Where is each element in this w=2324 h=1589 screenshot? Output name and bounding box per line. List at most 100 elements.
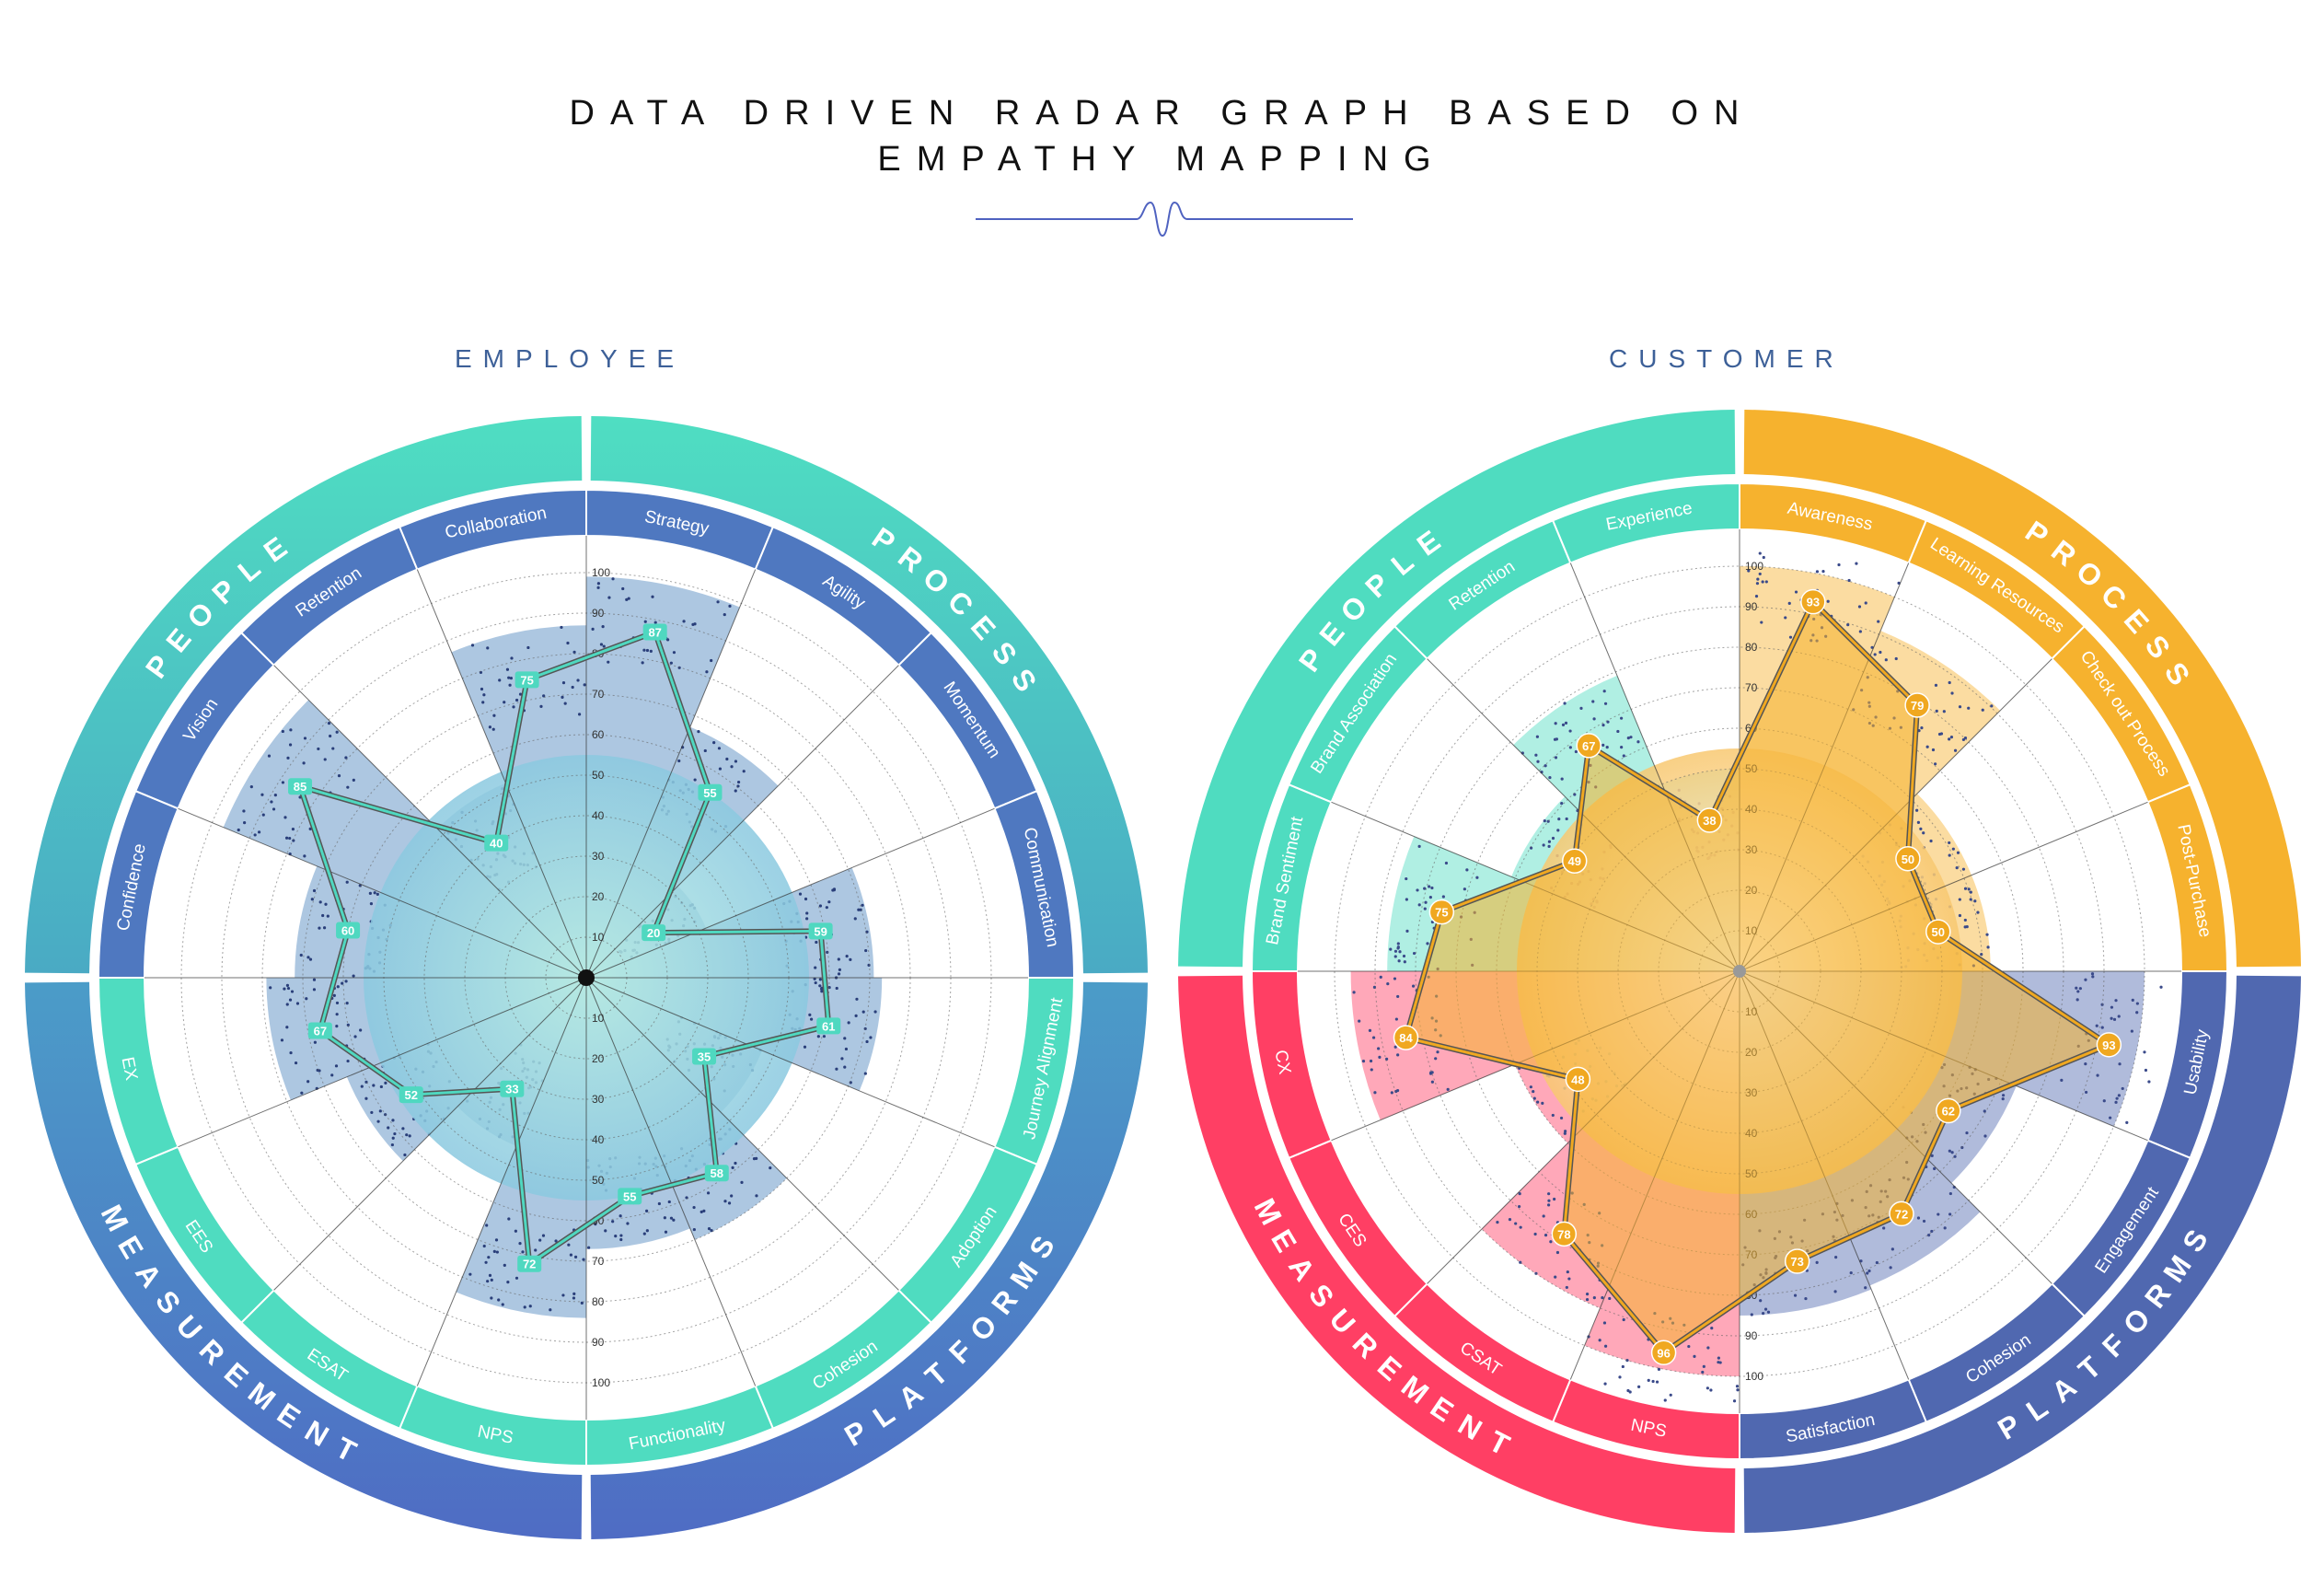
employee-stipple-dot bbox=[672, 651, 676, 655]
customer-tick-label: 80 bbox=[1745, 641, 1758, 654]
customer-stipple-dot bbox=[1548, 775, 1552, 780]
customer-group-ring-people bbox=[1178, 410, 1736, 968]
employee-stipple-dot bbox=[561, 681, 566, 685]
customer-data-label-cohesion: 72 bbox=[1895, 1207, 1908, 1221]
employee-stipple-dot bbox=[566, 641, 570, 645]
customer-stipple-dot bbox=[1554, 722, 1557, 725]
customer-stipple-dot bbox=[1547, 1199, 1551, 1202]
employee-stipple-dot bbox=[554, 1239, 558, 1243]
employee-stipple-dot bbox=[387, 1126, 390, 1130]
customer-data-label-satisfaction: 73 bbox=[1790, 1255, 1803, 1269]
employee-stipple-dot bbox=[591, 627, 595, 631]
employee-stipple-dot bbox=[352, 778, 355, 782]
employee-stipple-dot bbox=[815, 940, 818, 945]
employee-stipple-dot bbox=[818, 978, 822, 981]
customer-stipple-dot bbox=[1373, 1091, 1377, 1095]
employee-stipple-dot bbox=[740, 1180, 744, 1184]
customer-stipple-dot bbox=[1710, 1327, 1714, 1330]
employee-stipple-dot bbox=[512, 705, 515, 709]
employee-stipple-dot bbox=[491, 727, 495, 731]
customer-stipple-dot bbox=[1890, 1247, 1894, 1251]
employee-stipple-dot bbox=[669, 661, 673, 665]
employee-stipple-dot bbox=[317, 747, 320, 751]
customer-stipple-dot bbox=[1933, 1166, 1937, 1171]
employee-group-ring-measurement bbox=[25, 981, 583, 1539]
employee-axis-label-ex: EX bbox=[117, 1055, 141, 1082]
customer-stipple-dot bbox=[1793, 1293, 1798, 1297]
employee-stipple-dot bbox=[379, 1084, 383, 1089]
customer-data-label-check-out-process: 50 bbox=[1902, 852, 1914, 866]
employee-stipple-dot bbox=[261, 813, 265, 817]
employee-stipple-dot bbox=[521, 1250, 525, 1254]
customer-stipple-dot bbox=[1394, 1017, 1398, 1021]
customer-stipple-dot bbox=[1969, 890, 1972, 894]
customer-stipple-dot bbox=[1560, 802, 1564, 806]
employee-data-label-vision: 85 bbox=[294, 780, 306, 794]
customer-stipple-dot bbox=[1647, 1378, 1650, 1382]
customer-stipple-dot bbox=[2147, 1080, 2151, 1084]
customer-stipple-dot bbox=[1444, 861, 1449, 865]
employee-tick-label: 50 bbox=[592, 1174, 605, 1187]
customer-stipple-dot bbox=[1534, 753, 1538, 757]
customer-stipple-dot bbox=[1766, 1310, 1771, 1314]
customer-stipple-dot bbox=[1547, 844, 1551, 848]
employee-stipple-dot bbox=[677, 759, 681, 763]
employee-group-ring-people bbox=[25, 416, 583, 974]
customer-stipple-dot bbox=[1370, 1068, 1373, 1072]
customer-stipple-dot bbox=[1948, 1149, 1951, 1153]
employee-stipple-dot bbox=[723, 612, 726, 617]
employee-stipple-dot bbox=[700, 1210, 703, 1213]
customer-stipple-dot bbox=[1396, 946, 1400, 950]
customer-stipple-dot bbox=[2078, 987, 2082, 991]
employee-stipple-dot bbox=[818, 984, 822, 988]
employee-spoke bbox=[585, 977, 995, 1148]
customer-stipple-dot bbox=[1855, 562, 1858, 565]
employee-data-point-agility bbox=[698, 783, 723, 801]
customer-stipple-dot bbox=[1430, 886, 1434, 890]
customer-stipple-dot bbox=[1436, 1050, 1439, 1054]
employee-stipple-dot bbox=[861, 903, 864, 907]
employee-stipple-dot bbox=[237, 828, 240, 832]
customer-stipple-dot bbox=[2112, 1017, 2117, 1021]
employee-stipple-dot bbox=[572, 650, 576, 654]
employee-stipple-dot bbox=[242, 809, 246, 813]
employee-stipple-dot bbox=[710, 658, 713, 663]
employee-stipple-dot bbox=[844, 1047, 849, 1051]
customer-stipple-dot bbox=[1566, 1270, 1569, 1274]
employee-data-point-retention bbox=[484, 834, 509, 852]
customer-data-point-nps bbox=[1650, 1340, 1677, 1366]
employee-stipple-dot bbox=[391, 1136, 395, 1140]
customer-stipple-dot bbox=[2159, 985, 2163, 989]
customer-data-point-learning-resources bbox=[1904, 692, 1930, 718]
customer-stipple-dot bbox=[1605, 746, 1609, 749]
customer-stipple-dot bbox=[1858, 630, 1862, 633]
employee-stipple-dot bbox=[642, 1232, 646, 1235]
customer-data-point-retention bbox=[1576, 733, 1601, 759]
customer-stipple-dot bbox=[1894, 656, 1898, 661]
customer-stipple-dot bbox=[1390, 1091, 1393, 1095]
customer-stipple-dot bbox=[1405, 929, 1409, 933]
customer-chart-title: CUSTOMER bbox=[1609, 344, 1844, 373]
customer-stipple-dot bbox=[1620, 716, 1624, 720]
employee-stipple-dot bbox=[327, 722, 331, 725]
employee-stipple-dot bbox=[567, 1243, 571, 1247]
customer-stipple-dot bbox=[2135, 1011, 2139, 1015]
employee-stipple-dot bbox=[323, 758, 327, 761]
employee-data-label-ex: 67 bbox=[314, 1025, 327, 1038]
employee-stipple-dot bbox=[703, 748, 707, 753]
employee-stipple-dot bbox=[503, 701, 506, 704]
employee-stipple-dot bbox=[288, 836, 292, 841]
employee-stipple-dot bbox=[627, 597, 630, 600]
customer-stipple-dot bbox=[1934, 683, 1938, 687]
customer-stipple-dot bbox=[1560, 777, 1564, 781]
employee-data-point-ees bbox=[399, 1086, 423, 1104]
employee-stipple-dot bbox=[692, 1205, 696, 1210]
employee-stipple-dot bbox=[391, 1119, 395, 1122]
customer-stipple-dot bbox=[1591, 700, 1595, 703]
employee-stipple-dot bbox=[798, 892, 803, 896]
employee-spoke bbox=[416, 977, 587, 1386]
customer-stipple-dot bbox=[1788, 635, 1793, 639]
employee-stipple-dot bbox=[405, 1133, 409, 1137]
customer-data-label-cx: 84 bbox=[1399, 1031, 1413, 1045]
employee-stipple-dot bbox=[702, 1209, 706, 1212]
